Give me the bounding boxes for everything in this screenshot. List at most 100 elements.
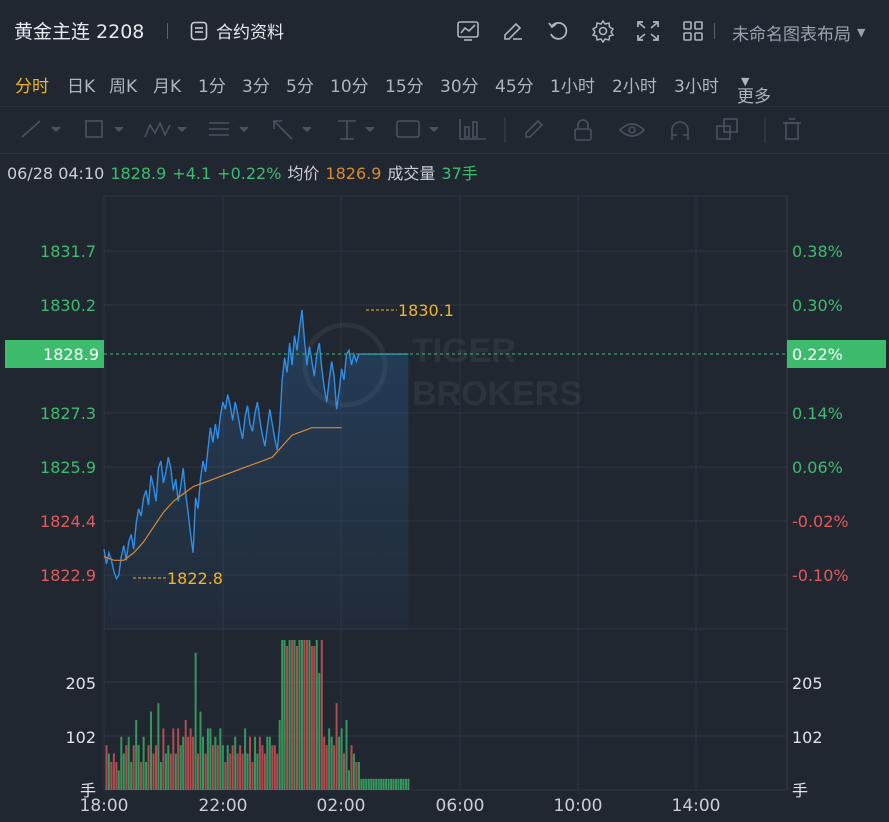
volume-bar [305,640,308,790]
volume-bar [271,745,274,790]
time-tick-label: 02:00 [317,796,366,816]
volume-bar [357,762,360,790]
tab-period[interactable]: 45分 [495,77,534,97]
volume-bar [328,728,331,790]
tab-period[interactable]: 10分 [330,77,369,97]
volume-bar [323,736,326,790]
volume-unit-label: 手 [792,781,808,800]
volume-bar [229,753,232,790]
volume-bar [112,753,115,790]
volume-bar [155,745,157,790]
tab-period[interactable]: 1分 [198,77,226,97]
drawing-tools [21,117,801,143]
volume-bar [263,753,266,790]
edit-icon[interactable] [490,16,535,46]
price-line [103,309,409,581]
volume-bar [276,753,279,790]
current-pct-badge [787,340,886,368]
tab-period[interactable]: 日K [67,77,96,97]
pct-tick-label: -0.02% [792,512,849,531]
time-tick-label: 06:00 [436,796,485,816]
volume-bar [266,736,269,790]
magnet-icon[interactable] [671,121,689,140]
volume-bar [226,745,229,790]
lock-icon[interactable] [574,119,592,141]
eye-icon[interactable] [618,123,646,137]
tab-period[interactable]: 30分 [440,77,479,97]
volume-bar [261,745,264,790]
fib-tool-icon[interactable] [209,122,249,136]
volume-bar [214,736,217,790]
fullscreen-icon[interactable] [625,16,670,46]
volume-bar [293,640,296,790]
tab-period[interactable]: 月K [153,77,182,97]
text-tool-icon[interactable] [338,120,375,140]
price-area-fill [104,309,409,629]
volume-bar [333,745,336,790]
volume-bar [211,745,214,790]
volume-bar [256,753,259,790]
volume-bar [135,720,138,790]
pct-tick-label: 0.38% [792,242,843,261]
chart-grid [103,195,788,791]
tab-period[interactable]: 分时 [15,77,49,97]
chart-settings-icon[interactable] [445,16,490,46]
tab-period[interactable]: 2小时 [612,77,657,97]
pct-tick-label: 0.14% [792,404,843,423]
caret-down-icon: ▼ [741,75,750,88]
tab-period[interactable]: 3小时 [674,77,719,97]
caret-down-icon: ▼ [857,26,866,39]
volume-bar [209,728,212,790]
more-periods-button[interactable]: 更多 ▼ [737,72,771,107]
volume-tick-label: 102 [65,728,96,747]
trash-icon[interactable] [783,118,801,140]
tab-period[interactable]: 15分 [385,77,424,97]
volume-bar [140,762,143,790]
volume-bar [199,711,202,790]
layers-icon[interactable] [716,118,738,140]
watermark: TIGER BROKERS [302,322,582,413]
tab-period[interactable]: 周K [109,77,138,97]
arrow-tool-icon[interactable] [273,120,312,140]
volume-bar [122,753,125,790]
volume-bar [110,762,113,790]
volume-bar [390,778,393,790]
price-tick-label: 1830.2 [40,296,96,315]
volume-bar [365,778,368,790]
gear-icon[interactable] [580,16,625,46]
volume-bar [241,753,244,790]
quote-info-bar: 06/28 04:10 1828.9 +4.1 +0.22% 均价 1826.9 成交量 37… [7,160,484,184]
volume-bar [164,753,167,790]
pen-tool-icon[interactable] [525,119,544,138]
volume-bar [246,753,249,790]
volume-bar [392,778,395,790]
measure-tool-icon[interactable] [459,119,486,140]
volume-bar [182,736,185,790]
volume-bar [194,652,197,790]
layout-dropdown[interactable]: 未命名图表布局 ▼ [732,20,865,45]
tab-period[interactable]: 5分 [286,77,314,97]
volume-value: 37手 [441,164,478,183]
tab-period[interactable]: 1小时 [550,77,595,97]
contract-info-button[interactable]: 合约资料 [190,18,284,43]
label-tool-icon[interactable] [396,120,439,138]
price-tick-label: 1822.9 [40,566,96,585]
volume-bar [283,640,286,790]
volume-bar [244,728,247,790]
line-tool-icon[interactable] [21,120,61,138]
volume-bar [145,762,148,790]
volume-bar [288,640,291,790]
rect-tool-icon[interactable] [85,120,124,138]
volume-bar [296,646,298,790]
volume-bar [352,753,355,790]
undo-icon[interactable] [535,16,580,46]
tab-period[interactable]: 3分 [242,77,270,97]
more-label: 更多 [737,87,771,107]
wave-tool-icon[interactable] [144,121,187,138]
volume-bar [231,745,234,790]
grid-layout-icon[interactable] [670,16,715,46]
divider [714,23,715,39]
drawing-toolbar [0,106,889,154]
period-tabs: 分时 日K 周K 月K 1分 3分 5分 10分 15分 30分 45分 1小时… [0,62,889,107]
volume-bar [407,778,410,790]
